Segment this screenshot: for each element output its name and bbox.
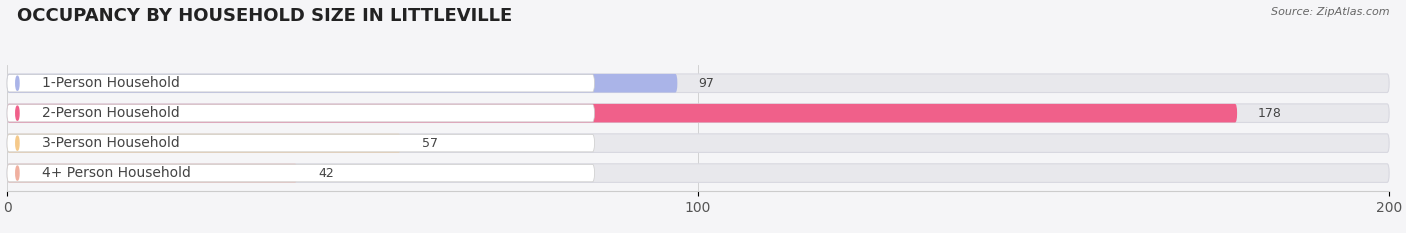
- Circle shape: [15, 76, 20, 90]
- FancyBboxPatch shape: [7, 104, 595, 122]
- FancyBboxPatch shape: [7, 134, 401, 152]
- FancyBboxPatch shape: [7, 74, 678, 93]
- FancyBboxPatch shape: [7, 164, 595, 182]
- Text: 3-Person Household: 3-Person Household: [42, 136, 180, 150]
- FancyBboxPatch shape: [7, 75, 595, 92]
- Text: 2-Person Household: 2-Person Household: [42, 106, 180, 120]
- Text: 57: 57: [422, 137, 437, 150]
- Text: 178: 178: [1258, 107, 1282, 120]
- Circle shape: [15, 166, 20, 180]
- Text: 1-Person Household: 1-Person Household: [42, 76, 180, 90]
- FancyBboxPatch shape: [7, 104, 1237, 123]
- Circle shape: [15, 106, 20, 120]
- FancyBboxPatch shape: [7, 134, 595, 152]
- Text: 97: 97: [697, 77, 714, 90]
- Circle shape: [15, 136, 20, 150]
- Text: Source: ZipAtlas.com: Source: ZipAtlas.com: [1271, 7, 1389, 17]
- Text: 4+ Person Household: 4+ Person Household: [42, 166, 190, 180]
- FancyBboxPatch shape: [7, 164, 297, 182]
- Text: 42: 42: [318, 167, 333, 180]
- FancyBboxPatch shape: [7, 74, 1389, 93]
- FancyBboxPatch shape: [7, 134, 1389, 152]
- FancyBboxPatch shape: [7, 104, 1389, 123]
- Text: OCCUPANCY BY HOUSEHOLD SIZE IN LITTLEVILLE: OCCUPANCY BY HOUSEHOLD SIZE IN LITTLEVIL…: [17, 7, 512, 25]
- FancyBboxPatch shape: [7, 164, 1389, 182]
